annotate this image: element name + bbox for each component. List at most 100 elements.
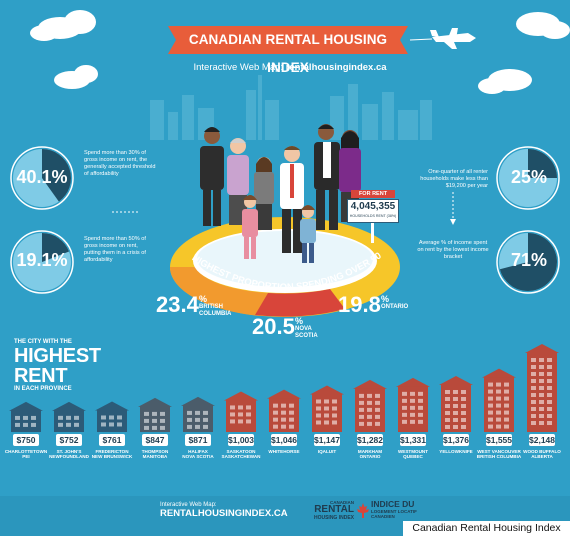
house-rent-value: $871 [185,434,211,446]
rent-house [396,377,430,432]
city-province: NEW BRUNSWICK [91,454,133,460]
logo-fr-line-3: CANADIEN [371,514,395,519]
person-icon [300,205,316,263]
donut-right-1 [496,146,560,210]
house-city-label: IQALUIT [304,449,350,454]
logo-fr: INDICE DU LOGEMENT LOCATIF CANADIEN [371,500,431,520]
province-ns: 20.5 % NOVA SCOTIA [252,314,332,354]
house-rent-value: $1,555 [486,434,512,446]
heading-line-3: IN EACH PROVINCE [14,386,72,392]
person-icon [242,195,258,259]
rent-house [310,385,344,432]
house-city-label: WESTMOUNT QUEBEC [390,449,436,459]
city-province: ONTARIO [359,454,381,460]
sign-board: 4,045,355 HOUSEHOLDS RENT (38%) [347,199,399,223]
city-name: HALIFAX [188,449,208,454]
subtitle: Interactive Web Map: rentalhousingindex.… [150,62,430,73]
logo-en: CANADIAN RENTAL HOUSING INDEX [300,500,354,521]
city-name: CHARLOTTETOWN [4,449,48,454]
house-rent-value: $1,331 [400,434,426,446]
rent-house [224,391,258,432]
stat-right-1-value: 25% [510,167,548,187]
stat-left-1-text: Spend more than 30% of gross income on r… [84,150,156,177]
rent-house [52,401,86,432]
footer-map-label: Interactive Web Map: [160,502,217,508]
house-city-label: WEST VANCOUVER BRITISH COLUMBIA [476,449,522,459]
house-city-label: HALIFAX NOVA SCOTIA [175,449,221,459]
rent-house [525,344,559,432]
donut-left-1 [10,146,74,210]
title-banner: CANADIAN RENTAL HOUSING INDEX [168,26,408,75]
maple-leaf-icon [357,503,369,518]
sign-number: 4,045,355 [350,201,396,212]
cloud-icon [516,12,570,39]
city-province: NOVA SCOTIA [182,454,214,460]
city-province: SASKATCHEWAN [221,454,261,460]
stat-left-1-value: 40.1% [16,167,68,187]
person-icon [314,124,340,230]
highest-rent-heading: THE CITY WITH THE HIGHEST RENT IN EACH P… [14,339,154,393]
city-name: THOMPSON [141,449,169,454]
logo-fr-line-2: LOGEMENT LOCATIF [371,509,417,514]
house-city-label: MARKHAM ONTARIO [347,449,393,459]
rent-house [9,401,43,432]
city-name: YELLOWKNIFE [439,449,473,454]
house-rent-value: $847 [142,434,168,446]
city-province: NEWFOUNDLAND [49,454,89,460]
province-bc: 23.4 % BRITISH COLUMBIA [156,292,236,332]
rent-house [138,397,172,432]
subtitle-prefix: Interactive Web Map: [193,62,284,73]
city-province: QUEBEC [403,454,423,460]
footer-map-url[interactable]: RENTALHOUSINGINDEX.CA [160,508,288,519]
footer-map: Interactive Web Map: RENTALHOUSINGINDEX.… [160,502,288,520]
house-rent-value: $752 [56,434,82,446]
province-pct: 23.4 [156,292,199,317]
logo-en-line-2: RENTAL [314,504,354,515]
person-icon [227,138,249,225]
city-name: WEST VANCOUVER [477,449,521,454]
house-city-label: ST. JOHN'S NEWFOUNDLAND [46,449,92,459]
house-rent-value: $2,148 [529,434,555,446]
heading-line-1: THE CITY WITH THE [14,339,72,345]
house-city-label: SASKATOON SASKATCHEWAN [218,449,264,459]
stat-right-2-text: Average % of income spent on rent by the… [417,240,489,260]
house-rent-value: $1,046 [271,434,297,446]
for-rent-sign: FOR RENT 4,045,355 HOUSEHOLDS RENT (38%) [347,190,399,243]
house-city-label: WHITEHORSE [261,449,307,454]
province-pct-sign: % [295,316,304,326]
house-city-label: CHARLOTTETOWN PEI [3,449,49,459]
city-province: MANITOBA [142,454,168,460]
house-rent-value: $1,147 [314,434,340,446]
city-name: SASKATOON [226,449,256,454]
city-province: BRITISH COLUMBIA [476,454,522,460]
heading-line-2: HIGHEST RENT [14,345,101,387]
rent-house [353,379,387,432]
province-name: BRITISH COLUMBIA [199,304,232,317]
province-name: NOVA SCOTIA [295,326,318,339]
person-icon [280,146,304,253]
airplane-icon [409,28,476,49]
page-title: CANADIAN RENTAL HOUSING INDEX [188,32,388,75]
province-name: ONTARIO [381,304,409,310]
subtitle-url[interactable]: rentalhousingindex.ca [285,62,387,73]
sign-label: HOUSEHOLDS RENT (38%) [349,214,397,218]
rent-house [439,375,473,432]
city-province: PEI [22,454,30,460]
province-pct-sign: % [199,294,208,304]
person-icon [254,157,274,230]
rent-house [181,396,215,432]
cloud-icon [478,69,532,94]
province-pct-sign: % [381,294,390,304]
image-caption: Canadian Rental Housing Index [403,521,570,536]
sign-post [371,223,374,243]
donut-right-2 [496,230,560,294]
house-rent-value: $1,282 [357,434,383,446]
house-rent-value: $1,376 [443,434,469,446]
city-name: WOOD BUFFALO [523,449,561,454]
stat-left-2-text: Spend more than 50% of gross income on r… [84,236,146,263]
stat-right-2-value: 71% [510,250,548,270]
sign-header: FOR RENT [351,190,395,198]
cloud-icon [30,10,96,41]
